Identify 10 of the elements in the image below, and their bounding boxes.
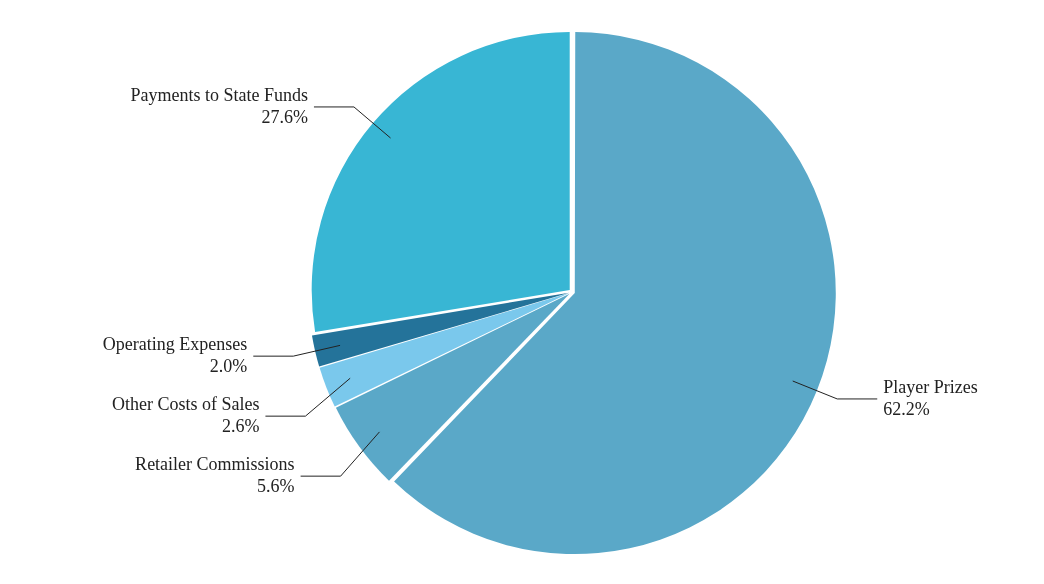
data-label: 2.6% (221, 415, 260, 436)
slice-label: Other Costs of Sales (111, 393, 260, 414)
slice-label: Payments to State Funds (130, 84, 308, 105)
data-label: 27.6% (261, 106, 308, 127)
data-label: 62.2% (883, 398, 930, 419)
slice-label: Operating Expenses (102, 333, 248, 354)
data-label: 5.6% (257, 475, 295, 496)
slice-label: Retailer Commissions (135, 453, 295, 474)
slice-label: Player Prizes (883, 376, 978, 397)
data-label: 2.0% (209, 355, 248, 376)
